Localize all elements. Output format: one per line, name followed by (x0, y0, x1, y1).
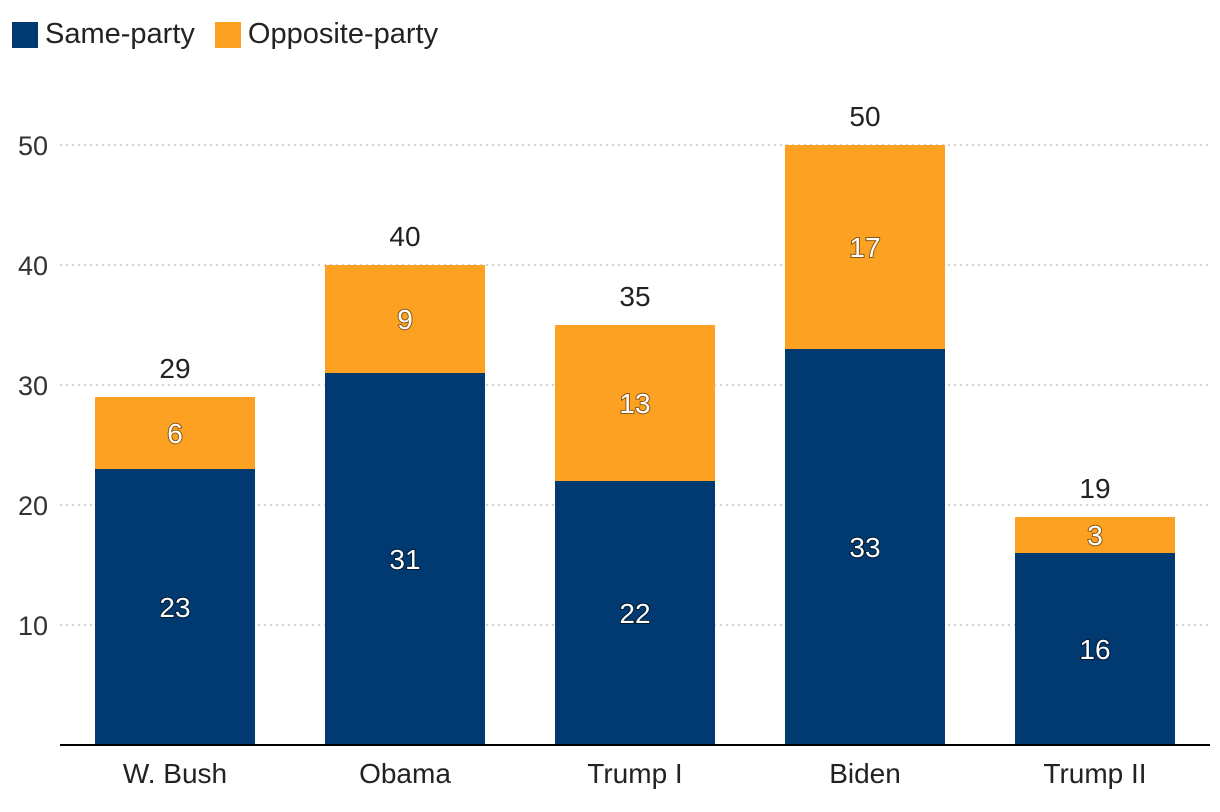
data-label-same-party-trump-ii: 16 (1079, 634, 1110, 665)
y-tick-label-30: 30 (18, 371, 48, 401)
legend-item-same-party: Same-party (12, 18, 195, 51)
data-label-same-party-trump-i: 22 (619, 598, 650, 629)
data-label-same-party-biden: 33 (849, 532, 880, 563)
bar-opposite-party-trump-i (555, 325, 715, 481)
x-category-label-obama: Obama (359, 758, 451, 789)
y-tick-label-10: 10 (18, 611, 48, 641)
bar-same-party-w-bush (95, 469, 255, 745)
bar-same-party-biden (785, 349, 945, 745)
x-axis: W. Bush Obama Trump I Biden Trump II (60, 744, 1210, 789)
bar-same-party-trump-i (555, 481, 715, 745)
same-party-swatch (12, 21, 38, 48)
bar-opposite-party-trump-ii (1015, 517, 1175, 553)
legend-label-opposite-party: Opposite-party (247, 18, 439, 50)
total-label-trump-i: 35 (619, 281, 650, 312)
data-label-opposite-party-w-bush: 6 (167, 418, 183, 449)
y-tick-label-50: 50 (18, 131, 48, 161)
x-category-label-trump-ii: Trump II (1043, 758, 1146, 789)
bar-opposite-party-biden (785, 145, 945, 349)
bar-opposite-party-obama (325, 265, 485, 373)
data-label-opposite-party-trump-ii: 3 (1087, 520, 1103, 551)
data-label-opposite-party-trump-i: 13 (619, 388, 650, 419)
legend-label-same-party: Same-party (45, 18, 195, 50)
bar-same-party-obama (325, 373, 485, 745)
y-tick-label-20: 20 (18, 491, 48, 521)
bar-opposite-party-w-bush (95, 397, 255, 469)
data-label-opposite-party-obama: 9 (397, 304, 413, 335)
total-label-trump-ii: 19 (1079, 473, 1110, 504)
data-label-same-party-w-bush: 23 (159, 592, 190, 623)
bar-same-party-trump-ii (1015, 553, 1175, 745)
x-category-label-biden: Biden (829, 758, 901, 789)
total-label-obama: 40 (389, 221, 420, 252)
x-category-label-w-bush: W. Bush (123, 758, 227, 789)
legend: Same-party Opposite-party (12, 18, 458, 51)
y-axis-ticks: 10 20 30 40 50 (18, 131, 48, 641)
data-label-same-party-obama: 31 (389, 544, 420, 575)
y-tick-label-40: 40 (18, 251, 48, 281)
data-label-opposite-party-biden: 17 (849, 232, 880, 263)
total-label-biden: 50 (849, 101, 880, 132)
opposite-party-swatch (214, 21, 241, 48)
legend-item-opposite-party: Opposite-party (214, 18, 439, 51)
total-label-w-bush: 29 (159, 353, 190, 384)
x-category-label-trump-i: Trump I (587, 758, 682, 789)
